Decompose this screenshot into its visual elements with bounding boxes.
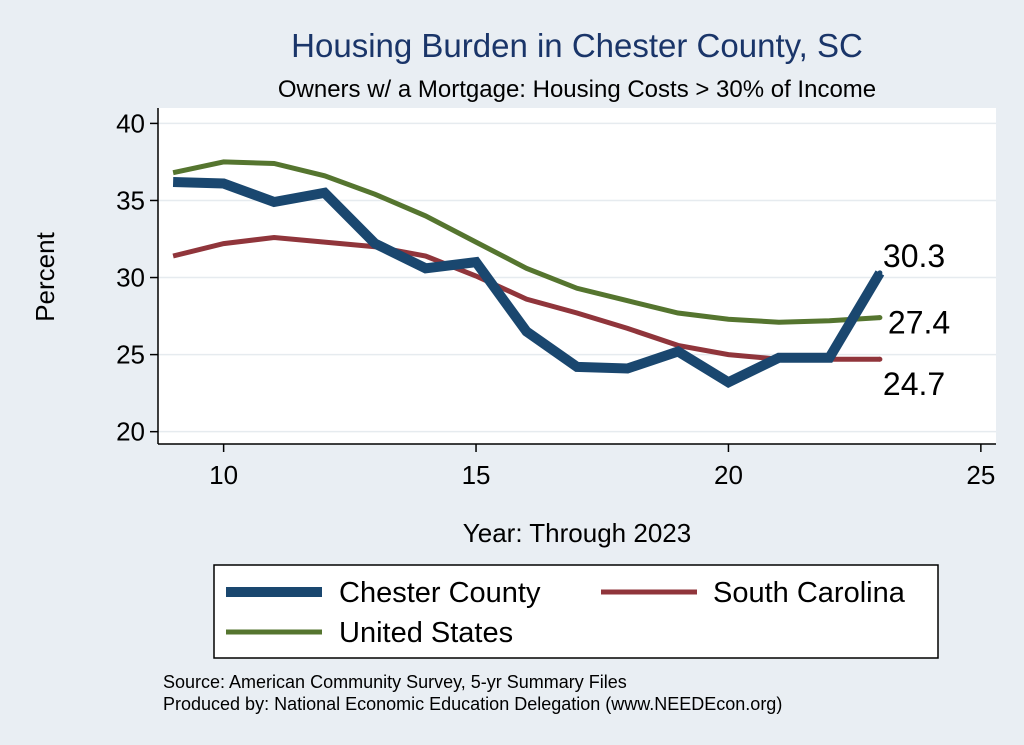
end-label-south-carolina: 24.7 <box>883 366 945 402</box>
axes: 20 25 30 35 40 10 15 20 25 <box>116 108 996 490</box>
x-axis-title: Year: Through 2023 <box>463 518 691 548</box>
y-tick-label-30: 30 <box>116 263 145 293</box>
y-tick-label-40: 40 <box>116 108 145 138</box>
series-line-south-carolina <box>172 234 880 362</box>
y-tick-label-35: 35 <box>116 185 145 215</box>
series-end-marker-united-states <box>877 315 883 321</box>
legend-label-united-states: United States <box>339 617 513 649</box>
x-tick-label-20: 20 <box>714 460 743 490</box>
series-end-marker-chester-county <box>877 270 883 276</box>
end-label-chester-county: 30.3 <box>883 238 945 274</box>
legend-box <box>213 564 939 659</box>
plot-area <box>158 108 996 444</box>
y-tick-label-25: 25 <box>116 340 145 370</box>
chart-subtitle: Owners w/ a Mortgage: Housing Costs > 30… <box>278 76 876 103</box>
end-labels: 30.3 24.7 27.4 <box>883 238 950 402</box>
legend-label-south-carolina: South Carolina <box>713 577 906 609</box>
series-line-united-states <box>172 159 881 325</box>
legend-label-chester-county: Chester County <box>339 577 541 609</box>
series-line-chester-county <box>172 177 885 388</box>
source-note: Source: American Community Survey, 5-yr … <box>163 672 627 692</box>
series-end-marker-south-carolina <box>877 356 883 362</box>
end-label-united-states: 27.4 <box>888 305 950 341</box>
y-tick-label-20: 20 <box>116 417 145 447</box>
series-lines <box>172 159 885 388</box>
legend: Chester County South Carolina United State… <box>226 577 906 649</box>
chart-title: Housing Burden in Chester County, SC <box>291 27 863 64</box>
x-tick-label-15: 15 <box>462 460 491 490</box>
y-axis-title: Percent <box>30 231 60 321</box>
x-tick-label-10: 10 <box>209 460 238 490</box>
producer-note: Produced by: National Economic Education… <box>163 694 782 714</box>
x-tick-label-25: 25 <box>966 460 995 490</box>
